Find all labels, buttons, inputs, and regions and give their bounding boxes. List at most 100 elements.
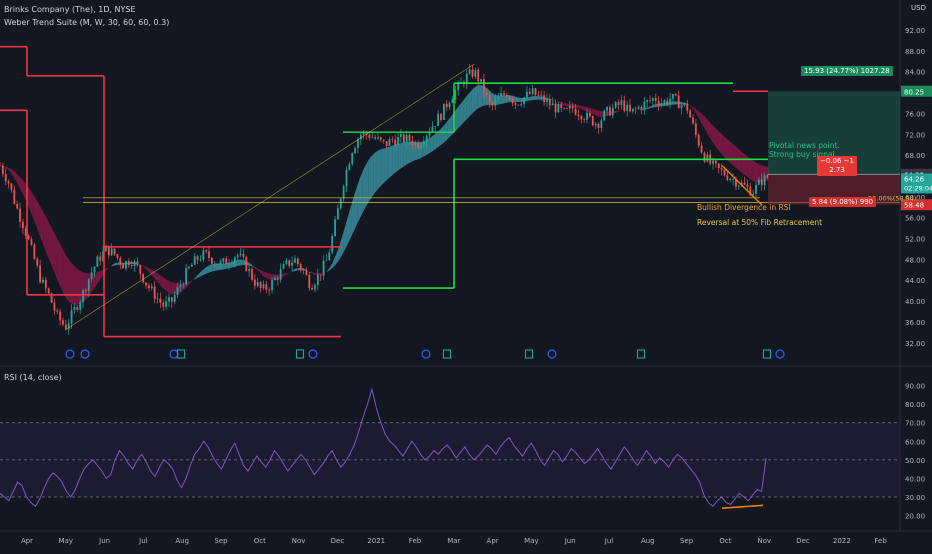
- candle-body: [306, 271, 308, 275]
- candle-body: [48, 288, 50, 293]
- price-tick-label-1: 88.00: [905, 48, 925, 56]
- candle-body: [555, 103, 557, 112]
- candle-body: [389, 139, 391, 146]
- candle-body: [182, 284, 184, 285]
- candle-body: [423, 142, 425, 145]
- candle-body: [11, 184, 13, 190]
- trend-cloud-segment: [464, 96, 467, 122]
- candle-body: [180, 285, 182, 287]
- trend-cloud-segment: [76, 268, 79, 305]
- candle-body: [128, 261, 130, 265]
- candle-body: [600, 120, 602, 128]
- candle-body: [586, 113, 588, 120]
- trend-cloud-segment: [376, 150, 379, 191]
- trend-cloud-segment: [44, 213, 47, 253]
- candle-body: [400, 134, 402, 137]
- price-tick-label-11: 48.00: [905, 256, 925, 264]
- trend-cloud-segment: [434, 133, 437, 151]
- candle-body: [546, 99, 548, 102]
- price-tick-label-10: 52.00: [905, 236, 925, 244]
- candle-body: [486, 93, 488, 95]
- price-tick-label-0: 92.00: [905, 27, 925, 35]
- candle-body: [563, 108, 565, 109]
- candle-body: [62, 320, 64, 324]
- candle-body: [311, 288, 313, 290]
- candle-body: [297, 259, 299, 264]
- trend-cloud-segment: [477, 85, 480, 109]
- candle-body: [125, 261, 127, 268]
- candle-body: [729, 179, 731, 180]
- candle-body: [274, 278, 276, 280]
- candle-body: [652, 98, 654, 101]
- time-tick-label-20: Dec: [796, 537, 810, 545]
- candle-body: [695, 123, 697, 134]
- candle-body: [497, 97, 499, 100]
- trend-cloud-segment: [715, 127, 718, 149]
- trend-cloud-segment: [63, 249, 66, 297]
- time-tick-label-11: Mar: [447, 537, 460, 545]
- candle-body: [580, 116, 582, 119]
- trend-cloud-segment: [371, 154, 374, 199]
- trend-cloud-segment: [461, 100, 464, 126]
- candle-body: [245, 257, 247, 271]
- candle-body: [523, 97, 525, 104]
- candle-body: [712, 161, 714, 164]
- candle-body: [323, 261, 325, 276]
- candle-body: [560, 104, 562, 108]
- time-tick-label-13: May: [524, 537, 538, 545]
- candle-body: [592, 116, 594, 125]
- candle-body: [8, 181, 10, 183]
- trend-cloud-segment: [742, 152, 745, 175]
- trend-cloud-segment: [436, 130, 439, 148]
- trend-cloud-segment: [85, 273, 88, 301]
- currency-label[interactable]: USD: [911, 4, 926, 12]
- candle-body: [268, 290, 270, 291]
- price-tick-label-6: 68.00: [905, 152, 925, 160]
- candle-body: [666, 101, 668, 104]
- time-tick-label-6: Oct: [254, 537, 266, 545]
- trend-cloud-segment: [401, 143, 404, 169]
- candle-body: [684, 103, 686, 104]
- candle-body: [598, 124, 600, 128]
- candle-body: [732, 179, 734, 180]
- candle-body: [337, 208, 339, 219]
- trend-cloud-segment: [398, 143, 401, 170]
- trend-cloud-segment: [597, 110, 600, 117]
- indicator-legend[interactable]: Weber Trend Suite (M, W, 30, 60, 60, 0.3…: [4, 18, 169, 27]
- trend-cloud-segment: [723, 135, 726, 158]
- candle-body: [609, 107, 611, 116]
- candle-body: [154, 287, 156, 300]
- chart-title[interactable]: Brinks Company (The), 1D, NYSE: [4, 5, 136, 14]
- candle-body: [240, 254, 242, 255]
- trend-cloud-segment: [393, 145, 396, 175]
- trend-cloud-segment: [755, 162, 758, 182]
- candle-body: [477, 70, 479, 82]
- candle-body: [715, 161, 717, 164]
- time-tick-label-19: Nov: [757, 537, 771, 545]
- trend-cloud-segment: [404, 142, 407, 166]
- price-tick-label-5: 72.00: [905, 131, 925, 139]
- candle-body: [165, 301, 167, 306]
- trend-cloud-segment: [368, 157, 371, 203]
- trend-cloud-segment: [74, 265, 77, 304]
- candle-body: [638, 107, 640, 109]
- candle-body: [134, 261, 136, 266]
- candle-body: [409, 135, 411, 141]
- trend-cloud-segment: [431, 135, 434, 152]
- candle-body: [437, 114, 439, 126]
- target-box-label: 15.93 (24.77%) 1027.28: [801, 66, 893, 76]
- candle-body: [758, 179, 760, 184]
- candle-body: [254, 280, 256, 286]
- trend-cloud-segment: [243, 260, 246, 265]
- candle-body: [386, 141, 388, 146]
- candle-body: [31, 239, 33, 245]
- candle-body: [263, 284, 265, 288]
- rsi-legend[interactable]: RSI (14, close): [4, 373, 62, 382]
- trend-cloud-segment: [518, 98, 521, 102]
- candle-body: [646, 100, 648, 102]
- candle-body: [28, 236, 30, 240]
- candle-body: [76, 307, 78, 310]
- trend-cloud-segment: [55, 233, 58, 279]
